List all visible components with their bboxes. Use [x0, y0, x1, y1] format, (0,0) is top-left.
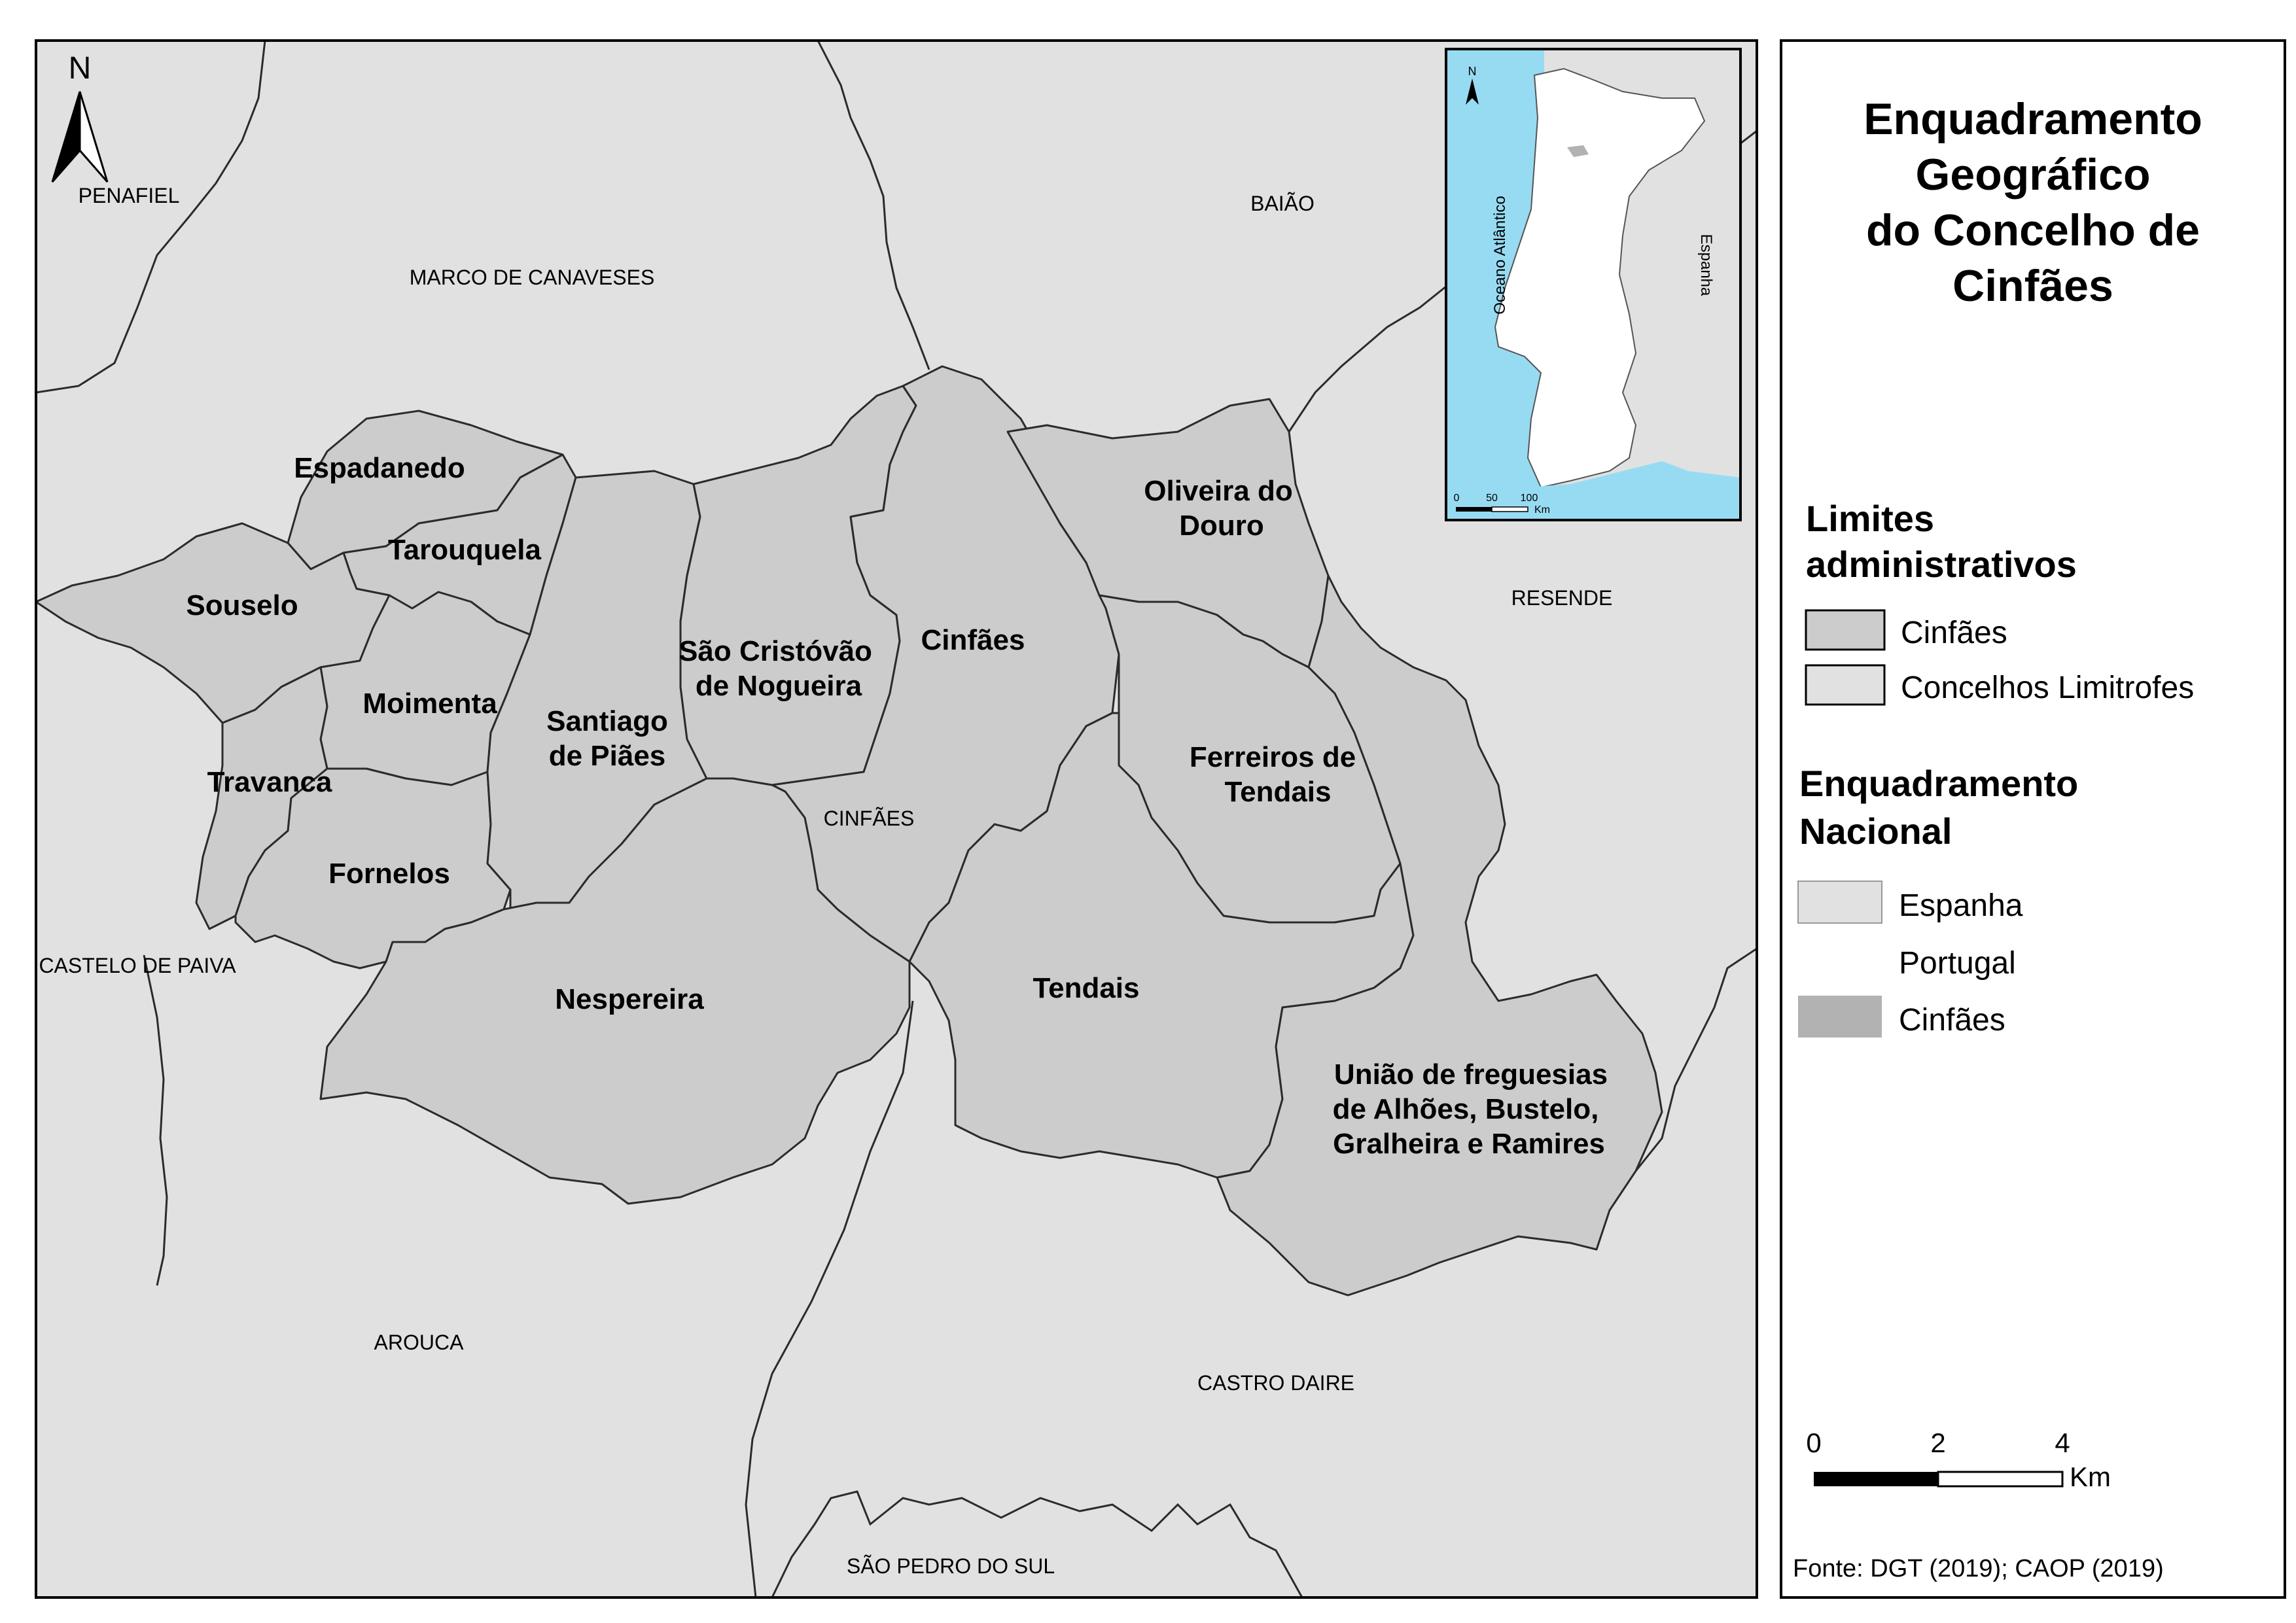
label-tarouquela: Tarouquela [388, 534, 541, 566]
parish-uniao-de-freguesias[interactable] [1216, 574, 1663, 1297]
inset-scale-unit: Km [1534, 504, 1550, 515]
legend-item-portugal: Portugal [1798, 939, 2016, 981]
label-sao-pedro-do-sul: SÃO PEDRO DO SUL [847, 1554, 1055, 1578]
label-nespereira: Nespereira [555, 983, 704, 1015]
legend-heading-admin-line1: Limites [1806, 498, 1934, 539]
scale-unit: Km [2070, 1461, 2111, 1492]
legend-item-concelhos-limitrofes: Concelhos Limitrofes [1805, 664, 2194, 706]
inset-scalebar: 0 50 100 Km [1454, 493, 1550, 515]
map-title: Enquadramento Geográfico do Concelho de … [1863, 94, 2202, 311]
legend-section-admin-heading: Limites administrativos [1806, 498, 2077, 585]
north-arrow-icon: N [51, 51, 109, 183]
label-travanca: Travanca [207, 766, 332, 798]
label-baiao: BAIÃO [1250, 192, 1315, 215]
inset-north-icon [1466, 79, 1479, 105]
boundary-castelo-arouca [143, 954, 168, 1286]
legend-label-espanha: Espanha [1899, 888, 2023, 923]
neighbor-labels: PENAFIEL MARCO DE CANAVESES BAIÃO RESEND… [39, 184, 1612, 1578]
legend-swatch-cinfaes-nacional [1798, 996, 1882, 1038]
inset-north-label: N [1468, 65, 1477, 78]
legend-label-cinfaes: Cinfães [1901, 616, 2007, 650]
label-santiago-line2: de Piães [549, 740, 666, 772]
boundary-castro-resende [1634, 947, 1757, 1172]
scalebar: 0 2 4 Km [1806, 1427, 2111, 1492]
parish-labels: Espadanedo Tarouquela Souselo Moimenta T… [186, 452, 1608, 1160]
label-castro-daire: CASTRO DAIRE [1197, 1371, 1354, 1395]
label-ferreiros-line2: Tendais [1224, 776, 1331, 808]
boundary-penafiel-marco [35, 40, 266, 394]
label-uniao-line3: Gralheira e Ramires [1333, 1128, 1605, 1160]
inset-scale-tick-0: 0 [1454, 493, 1460, 504]
label-oliveira-line1: Oliveira do [1144, 475, 1292, 507]
label-santiago-line1: Santiago [546, 705, 668, 737]
legend-swatch-espanha [1797, 881, 1882, 924]
scale-tick-2: 2 [1930, 1427, 1945, 1458]
label-oliveira-line2: Douro [1179, 510, 1264, 542]
scale-tick-0: 0 [1806, 1427, 1821, 1458]
inset-scale-tick-2: 100 [1521, 493, 1538, 504]
label-espadanedo: Espadanedo [294, 452, 465, 484]
boundary-arouca-castro [745, 1000, 914, 1598]
legend-panel: Enquadramento Geográfico do Concelho de … [1780, 39, 2286, 1599]
legend-item-cinfaes-admin: Cinfães [1805, 609, 2007, 651]
label-resende: RESENDE [1511, 586, 1613, 610]
title-line-2: Geográfico [1916, 150, 2151, 200]
main-map-frame [35, 39, 1758, 1599]
legend-item-cinfaes-nacional: Cinfães [1798, 996, 2005, 1038]
title-line-1: Enquadramento [1863, 94, 2202, 144]
legend-label-limitrofes: Concelhos Limitrofes [1901, 671, 2194, 705]
label-arouca: AROUCA [374, 1331, 465, 1354]
inset-cinfaes-marker [1567, 145, 1589, 157]
north-label: N [69, 51, 92, 86]
legend-swatch-limitrofes [1805, 664, 1886, 706]
legend-label-cinfaes-nacional: Cinfães [1899, 1003, 2005, 1038]
inset-south-ocean [1525, 461, 1740, 520]
legend-swatch-cinfaes [1805, 609, 1886, 651]
label-sao-cristovao-line1: São Cristóvão [679, 635, 872, 667]
legend-frame [1780, 39, 2286, 1599]
label-cinfaes: Cinfães [921, 624, 1025, 656]
legend-swatch-portugal [1798, 939, 1882, 981]
legend-section-nacional-heading: Enquadramento Nacional [1799, 763, 2078, 852]
inset-scale-tick-1: 50 [1486, 493, 1498, 504]
label-castelo-de-paiva: CASTELO DE PAIVA [39, 954, 236, 977]
legend-item-espanha: Espanha [1797, 881, 2023, 924]
parishes [35, 365, 1663, 1297]
legend-heading-nacional-line2: Nacional [1799, 811, 1952, 852]
legend-heading-admin-line2: administrativos [1806, 544, 2077, 585]
label-cinfaes-center: CINFÃES [824, 807, 915, 830]
parish-nespereira[interactable] [319, 777, 911, 1205]
label-uniao-line1: União de freguesias [1334, 1058, 1608, 1091]
label-uniao-line2: de Alhões, Bustelo, [1333, 1093, 1599, 1125]
label-souselo: Souselo [186, 589, 298, 621]
source-credit: Fonte: DGT (2019); CAOP (2019) [1793, 1555, 2164, 1582]
inset-portugal [1494, 67, 1706, 489]
boundary-sao-pedro [771, 1490, 1303, 1598]
title-line-4: Cinfães [1952, 261, 2113, 311]
label-moimenta: Moimenta [362, 688, 497, 720]
legend-heading-nacional-line1: Enquadramento [1799, 763, 2078, 804]
inset-spain-label: Espanha [1697, 234, 1715, 296]
label-sao-cristovao-line2: de Nogueira [696, 670, 862, 702]
title-line-3: do Concelho de [1866, 205, 2200, 255]
scale-tick-4: 4 [2055, 1427, 2070, 1458]
inset-frame [1445, 48, 1742, 521]
label-tendais: Tendais [1033, 972, 1139, 1004]
boundary-marco-baiao [817, 40, 930, 370]
inset-map: N Oceano Atlântico Espanha 0 50 100 Km [1445, 48, 1742, 521]
label-marco-de-canaveses: MARCO DE CANAVESES [410, 266, 655, 289]
legend-label-portugal: Portugal [1899, 946, 2016, 981]
inset-ocean-label: Oceano Atlântico [1491, 196, 1509, 314]
label-ferreiros-line1: Ferreiros de [1190, 741, 1356, 773]
label-penafiel: PENAFIEL [79, 184, 180, 207]
label-fornelos: Fornelos [328, 858, 450, 890]
